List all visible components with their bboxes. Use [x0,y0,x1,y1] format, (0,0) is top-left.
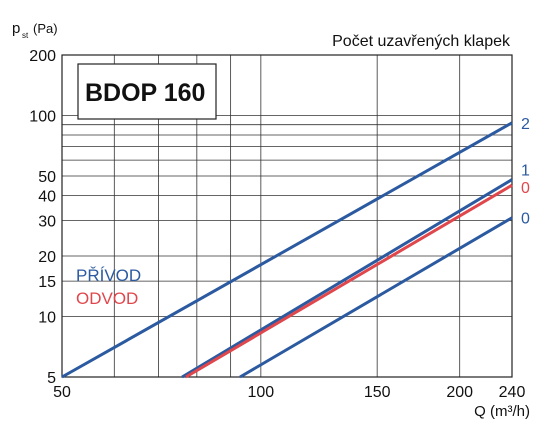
y-axis-unit: (Pa) [33,21,58,36]
x-tick-label: 200 [446,384,473,401]
y-tick-label: 40 [38,188,56,205]
series-lines [61,121,513,379]
y-tick-label: 100 [29,109,56,126]
y-tick-label: 15 [38,274,56,291]
y-axis-label: p [12,20,20,37]
y-tick-labels: 5 10 15 20 30 40 50 100 200 [29,48,56,387]
y-tick-label: 200 [29,48,56,65]
x-tick-label: 240 [499,384,526,401]
title-box [77,63,217,120]
series-line [239,216,513,379]
series-line [181,178,513,379]
plot-frame [61,54,513,378]
series-label: 0 [521,180,530,197]
group-labels: PŘÍVOD ODVOD [76,266,141,308]
series-line [185,183,513,379]
y-tick-label: 50 [38,169,56,186]
chart-title: BDOP 160 [85,79,205,107]
y-tick-label: 10 [38,309,56,326]
series-label: 1 [521,163,530,180]
x-tick-label: 100 [247,384,274,401]
x-tick-label: 50 [53,384,71,401]
x-axis-label: Q (m³/h) [474,403,530,420]
series-label: 2 [521,116,530,133]
y-axis-label-subscript: st [22,31,29,40]
group-label: PŘÍVOD [76,266,141,285]
group-label: ODVOD [76,289,138,308]
series-label: 0 [521,211,530,228]
x-tick-labels: 50 100 150 200 240 [53,384,525,401]
series-line [61,121,513,379]
legend-title: Počet uzavřených klapek [332,33,511,50]
y-tick-label: 20 [38,249,56,266]
y-tick-label: 30 [38,214,56,231]
y-tick-label: 5 [47,370,56,387]
x-tick-label: 150 [364,384,391,401]
